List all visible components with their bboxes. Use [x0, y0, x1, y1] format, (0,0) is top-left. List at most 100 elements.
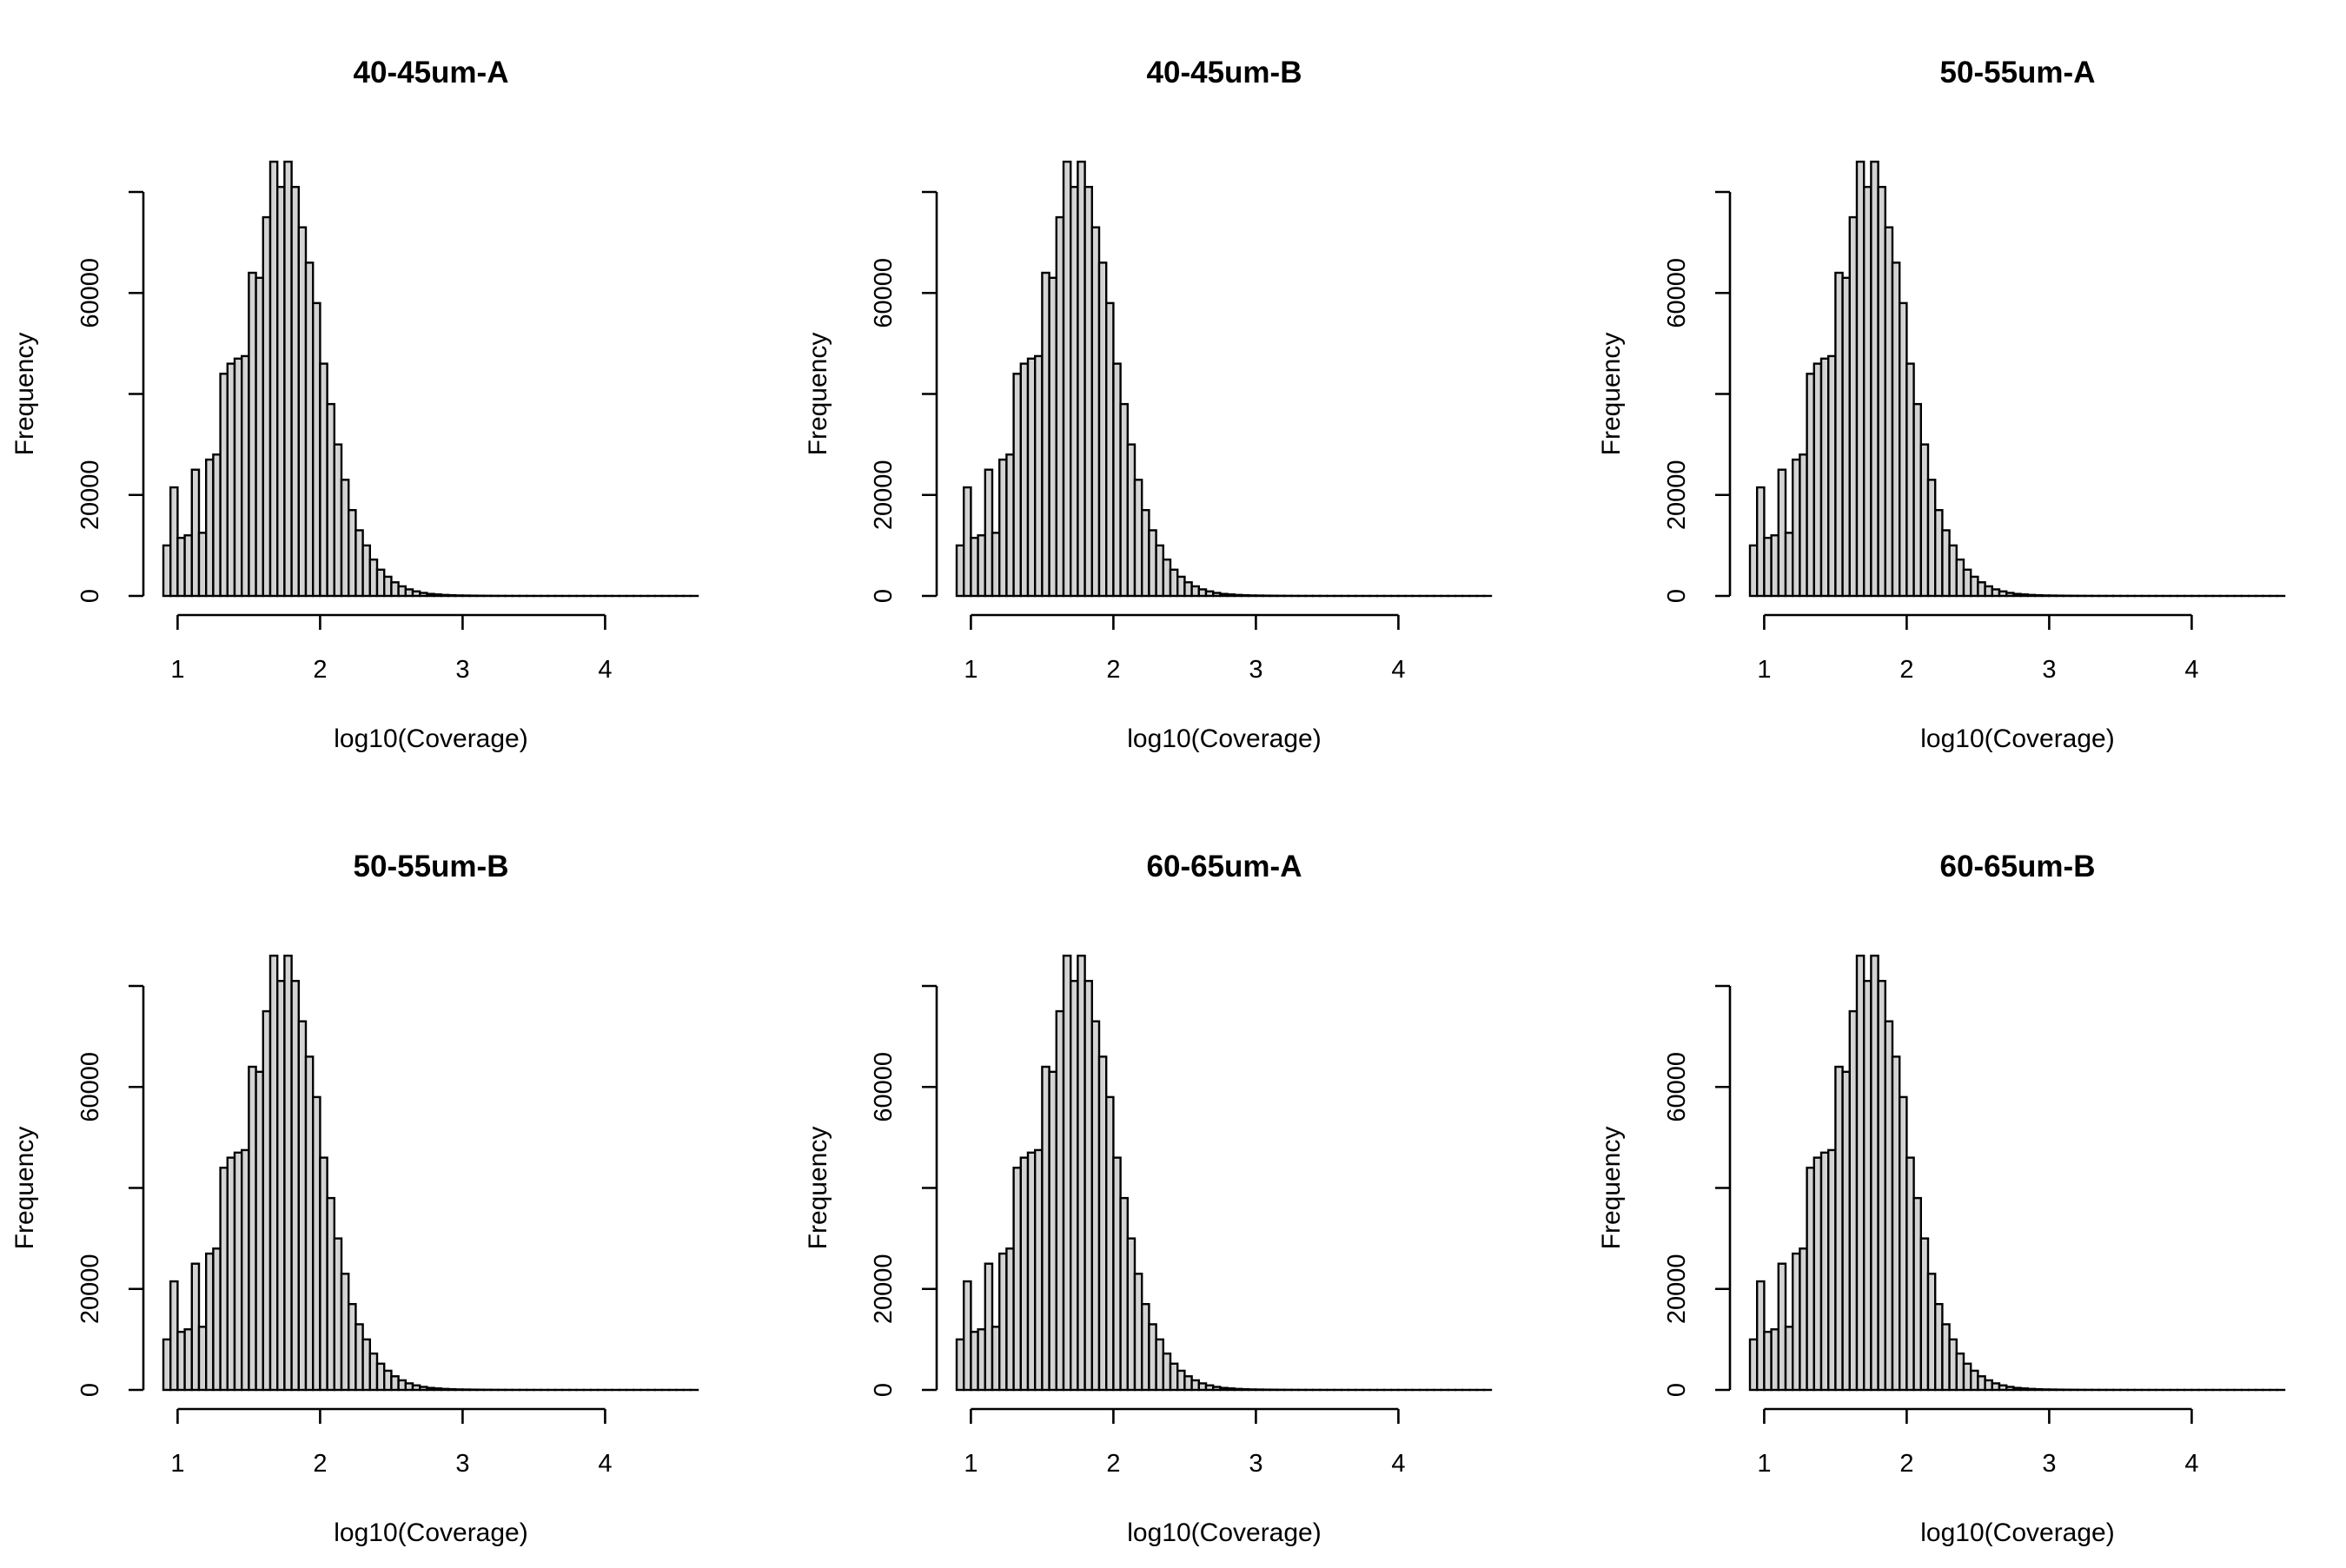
- histogram-bar: [263, 217, 270, 596]
- histogram-bar: [1021, 1158, 1028, 1390]
- y-axis-label: Frequency: [10, 1127, 39, 1250]
- histogram-bar: [1964, 1364, 1971, 1390]
- histogram-bar: [1985, 586, 1992, 596]
- x-tick-label: 4: [2184, 1450, 2198, 1478]
- histogram-bar: [1957, 559, 1964, 596]
- y-tick-label: 20000: [1663, 460, 1691, 530]
- histogram-bar: [242, 1150, 249, 1390]
- histogram-bar: [2013, 1388, 2020, 1390]
- histogram-bar: [1128, 445, 1135, 596]
- histogram-bar: [1942, 530, 1949, 596]
- histogram-bar: [242, 356, 249, 596]
- histogram-bar: [335, 1239, 341, 1390]
- histogram-bar: [2028, 595, 2035, 596]
- histogram-bar: [163, 546, 170, 596]
- histogram-bar: [1799, 454, 1806, 596]
- y-axis-label: Frequency: [804, 333, 832, 456]
- y-tick-label: 20000: [870, 1254, 898, 1324]
- histogram-bar: [1249, 595, 1256, 596]
- histogram-bar: [1064, 956, 1070, 1390]
- histogram-bar: [1206, 1386, 1213, 1390]
- histogram-bar: [1750, 1340, 1757, 1390]
- histogram-bar: [1871, 956, 1878, 1390]
- histogram-bar: [1793, 460, 1799, 596]
- histogram-bar: [1021, 364, 1028, 596]
- histogram-bar: [971, 1332, 978, 1390]
- histogram-bar: [441, 595, 448, 596]
- x-tick-label: 4: [2184, 656, 2198, 684]
- histogram-bar: [306, 1056, 313, 1390]
- histogram-bar: [399, 586, 406, 596]
- histogram-bar: [313, 1097, 320, 1390]
- histogram-bar: [1106, 1097, 1113, 1390]
- histogram-bar: [1757, 1281, 1764, 1390]
- histogram-bar: [1213, 1387, 1220, 1390]
- x-tick-label: 3: [1249, 656, 1262, 684]
- histogram-bar: [228, 1158, 235, 1390]
- histogram-bar: [1786, 533, 1793, 596]
- histogram-bar: [1857, 956, 1864, 1390]
- histogram-bar: [971, 538, 978, 596]
- histogram-bar: [213, 1248, 220, 1390]
- histogram-bar: [177, 1332, 184, 1390]
- histogram-bar: [299, 228, 306, 596]
- histogram-bar: [992, 1327, 999, 1390]
- histogram-bar: [1879, 981, 1885, 1390]
- histogram-bar: [1857, 162, 1864, 596]
- histogram-bar: [235, 1153, 242, 1390]
- panel-title: 40-45um-B: [1147, 56, 1302, 89]
- histogram-bar: [1035, 1150, 1042, 1390]
- histogram-bar: [1871, 162, 1878, 596]
- histogram-bar: [1228, 594, 1235, 596]
- y-tick-label: 60000: [76, 1052, 104, 1122]
- histogram-bar: [391, 1376, 398, 1390]
- histogram-bar: [2035, 1389, 2042, 1390]
- histogram-bar: [270, 956, 277, 1390]
- histogram-bar: [1142, 510, 1149, 596]
- histogram-bar: [1228, 1388, 1235, 1390]
- histogram-bar: [348, 1304, 355, 1390]
- histogram-bar: [1064, 162, 1070, 596]
- histogram-bar: [1135, 480, 1142, 596]
- histogram-bar: [1177, 1371, 1184, 1390]
- histogram-bar: [206, 1254, 213, 1390]
- histogram-bar: [1085, 187, 1092, 596]
- histogram-bar: [1092, 228, 1099, 596]
- histogram-bar: [1964, 570, 1971, 596]
- histogram-bar: [2021, 1388, 2028, 1390]
- histogram-bar: [320, 1158, 327, 1390]
- histogram-bar: [1864, 187, 1871, 596]
- histogram-bar: [964, 487, 971, 596]
- histogram-bar: [1985, 1380, 1992, 1390]
- histogram-bar: [363, 546, 370, 596]
- histogram-bar: [1879, 187, 1885, 596]
- histogram-bar: [1885, 1022, 1892, 1390]
- histogram-bar: [2006, 593, 2013, 596]
- histogram-bars: [163, 956, 698, 1390]
- histogram-bar: [1843, 1072, 1850, 1390]
- histogram-bar: [1156, 1340, 1163, 1390]
- histogram-bar: [455, 595, 462, 596]
- histogram-bar: [1757, 487, 1764, 596]
- x-tick-label: 4: [1391, 656, 1405, 684]
- histogram-bar: [1928, 480, 1935, 596]
- histogram-bar: [1242, 1389, 1249, 1390]
- histogram-bar: [1850, 217, 1857, 596]
- x-tick-label: 1: [1757, 1450, 1771, 1478]
- histogram-bar: [978, 535, 985, 596]
- histogram-bar: [1928, 1274, 1935, 1390]
- histogram-bar: [1906, 1158, 1913, 1390]
- histogram-bar: [1121, 404, 1128, 596]
- histogram-bar: [399, 1380, 406, 1390]
- histogram-bar: [355, 1324, 362, 1390]
- histogram-bar: [1772, 535, 1779, 596]
- y-tick-label: 20000: [76, 1254, 104, 1324]
- histogram-bar: [1192, 586, 1199, 596]
- histogram-bar: [1914, 404, 1921, 596]
- histogram-bar: [1814, 1158, 1821, 1390]
- histogram-bar: [328, 1198, 335, 1390]
- histogram-bar: [377, 1364, 384, 1390]
